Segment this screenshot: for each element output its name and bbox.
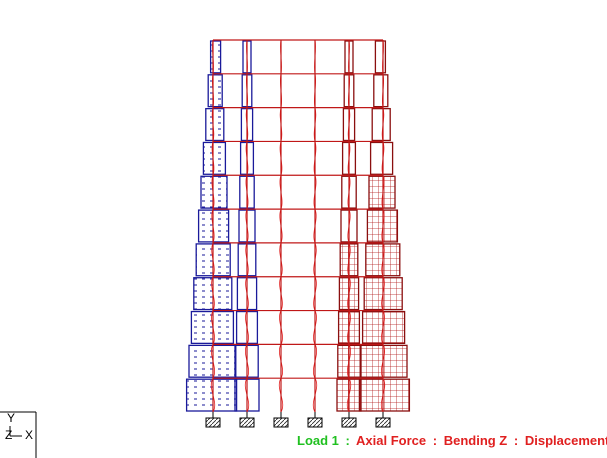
axis-z: Z bbox=[5, 428, 12, 442]
support bbox=[341, 417, 357, 428]
axis-y: Y bbox=[7, 411, 15, 425]
separator: : bbox=[433, 433, 437, 448]
axial-force-left bbox=[205, 107, 225, 142]
axial-force-left bbox=[207, 74, 223, 108]
result-axial: Axial Force bbox=[356, 433, 426, 448]
support bbox=[273, 417, 289, 428]
load-name: Load 1 bbox=[297, 433, 339, 448]
axis-x: X bbox=[25, 428, 33, 442]
separator: : bbox=[346, 433, 350, 448]
axial-force-right bbox=[373, 74, 389, 108]
frame-diagram bbox=[185, 39, 411, 428]
axial-force-right bbox=[371, 107, 391, 142]
status-line: Load 1 : Axial Force : Bending Z : Displ… bbox=[297, 433, 607, 448]
result-bending: Bending Z bbox=[444, 433, 508, 448]
support bbox=[375, 417, 391, 428]
axial-force-left bbox=[209, 40, 222, 74]
support bbox=[307, 417, 323, 428]
result-displacement: Displacement bbox=[525, 433, 607, 448]
separator: : bbox=[514, 433, 518, 448]
support bbox=[205, 417, 221, 428]
support bbox=[239, 417, 255, 428]
axial-force-right bbox=[374, 40, 387, 74]
axial-force-right bbox=[369, 141, 394, 175]
axis-triad: Y Z X bbox=[0, 411, 37, 458]
axial-force-left bbox=[202, 141, 227, 175]
